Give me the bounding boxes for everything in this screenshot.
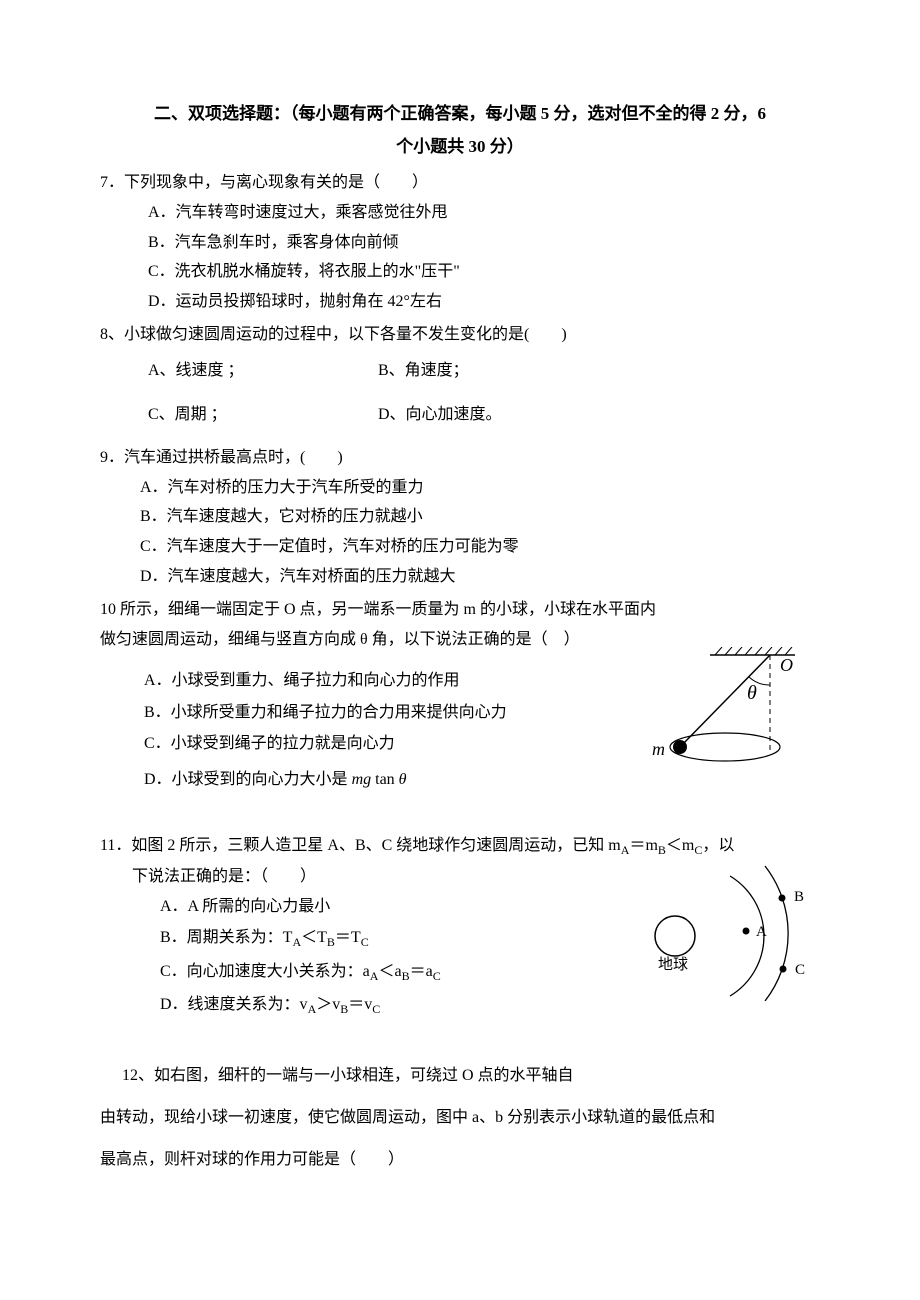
q10-label-O: O [780, 655, 793, 675]
section-subtitle: 个小题共 30 分） [100, 133, 820, 160]
q11-sat-A: A [756, 924, 767, 940]
section-title: 二、双项选择题：（每小题有两个正确答案，每小题 5 分，选对但不全的得 2 分，… [100, 100, 820, 127]
q10-D-theta: θ [399, 771, 407, 788]
question-10: 10 所示，细绳一端固定于 O 点，另一端系一质量为 m 的小球，小球在水平面内… [100, 597, 820, 793]
q11-stem-line1: 11．如图 2 所示，三颗人造卫星 A、B、C 绕地球作匀速圆周运动，已知 mA… [100, 833, 820, 860]
q7-option-B: B．汽车急刹车时，乘客身体向前倾 [148, 230, 820, 256]
q12-line3: 最高点，则杆对球的作用力可能是（ ） [100, 1147, 820, 1173]
q11-sat-B: B [794, 889, 804, 905]
q11-sat-C: C [795, 962, 805, 978]
q8-option-A: A、线速度 ； [148, 358, 378, 384]
q12-line2: 由转动，现给小球一初速度，使它做圆周运动，图中 a、b 分别表示小球轨道的最低点… [100, 1105, 820, 1131]
q10-D-text: D．小球受到的向心力大小是 [144, 771, 352, 788]
q10-D-mg: mg [352, 771, 372, 788]
q9-stem: 9．汽车通过拱桥最高点时，( ) [100, 445, 820, 471]
question-11: 11．如图 2 所示，三颗人造卫星 A、B、C 绕地球作匀速圆周运动，已知 mA… [100, 833, 820, 1020]
q9-option-B: B．汽车速度越大，它对桥的压力就越小 [140, 504, 820, 530]
q11-earth-label: 地球 [658, 956, 688, 973]
q8-option-D: D、向心加速度。 [378, 402, 820, 428]
q12-line1: 12、如右图，细杆的一端与一小球相连，可绕过 O 点的水平轴自 [122, 1063, 820, 1089]
q10-D-tan: tan [371, 771, 399, 788]
q7-option-D: D．运动员投掷铅球时，抛射角在 42°左右 [148, 289, 820, 315]
q7-option-C: C．洗衣机脱水桶旋转，将衣服上的水"压干" [148, 259, 820, 285]
question-12: 12、如右图，细杆的一端与一小球相连，可绕过 O 点的水平轴自 由转动，现给小球… [122, 1063, 820, 1172]
q8-option-B: B、角速度； [378, 358, 820, 384]
q9-option-D: D．汽车速度越大，汽车对桥面的压力就越大 [140, 564, 820, 590]
q9-option-A: A．汽车对桥的压力大于汽车所受的重力 [140, 475, 820, 501]
q7-stem: 7．下列现象中，与离心现象有关的是（ ） [100, 170, 820, 196]
q10-label-m: m [652, 739, 665, 759]
q8-option-C: C、周期 ； [148, 402, 378, 428]
q10-diagram: O θ m [650, 647, 810, 777]
question-8: 8、小球做匀速圆周运动的过程中，以下各量不发生变化的是( ) A、线速度 ； B… [100, 322, 820, 427]
q7-option-A: A．汽车转弯时速度过大，乘客感觉往外甩 [148, 200, 820, 226]
q11-diagram: 地球 A B C [620, 861, 820, 1001]
q9-option-C: C．汽车速度大于一定值时，汽车对桥的压力可能为零 [140, 534, 820, 560]
question-7: 7．下列现象中，与离心现象有关的是（ ） A．汽车转弯时速度过大，乘客感觉往外甩… [100, 170, 820, 314]
q10-label-theta: θ [747, 682, 757, 704]
question-9: 9．汽车通过拱桥最高点时，( ) A．汽车对桥的压力大于汽车所受的重力 B．汽车… [100, 445, 820, 589]
q10-stem-line1: 10 所示，细绳一端固定于 O 点，另一端系一质量为 m 的小球，小球在水平面内 [100, 597, 820, 623]
q8-stem: 8、小球做匀速圆周运动的过程中，以下各量不发生变化的是( ) [100, 322, 820, 348]
